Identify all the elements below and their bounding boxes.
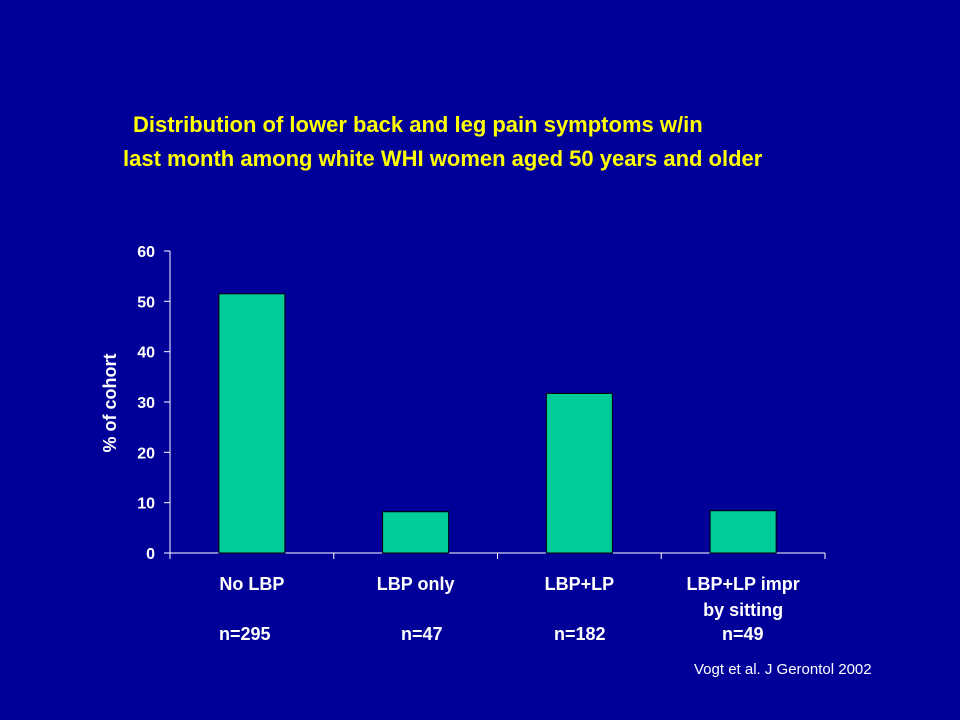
y-tick-label: 50 xyxy=(137,294,155,311)
x-category-label: LBP only xyxy=(377,574,455,594)
x-category-label: LBP+LP xyxy=(545,574,615,594)
chart-axes: 0 10 20 30 40 50 60 xyxy=(137,244,826,563)
bar-lbp-lp-impr-by-sitting xyxy=(709,510,777,554)
y-tick-label: 30 xyxy=(137,395,155,412)
sample-size-lbp-lp: n=182 xyxy=(554,624,606,644)
y-axis-title: % of cohort xyxy=(100,354,120,453)
chart-title-line-2: last month among white WHI women aged 50… xyxy=(123,146,763,171)
sample-size-no-lbp: n=295 xyxy=(219,624,271,644)
y-tick-label: 0 xyxy=(146,546,155,563)
chart-title-line-1: Distribution of lower back and leg pain … xyxy=(133,112,703,137)
chart-labels: No LBP LBP only LBP+LP LBP+LP impr by sittin… xyxy=(100,354,800,621)
x-category-label: No LBP xyxy=(219,574,284,594)
chart-bars xyxy=(218,293,777,554)
y-tick-label: 20 xyxy=(137,445,155,462)
sample-size-lbp-lp-impr: n=49 xyxy=(722,624,764,644)
bar-no-lbp xyxy=(218,293,286,554)
x-category-label: LBP+LP impr xyxy=(687,574,800,594)
y-tick-label: 40 xyxy=(137,345,155,362)
y-tick-label: 60 xyxy=(137,244,155,261)
bar-lbp-only xyxy=(382,511,450,554)
y-tick-label: 10 xyxy=(137,496,155,513)
sample-size-lbp-only: n=47 xyxy=(401,624,443,644)
x-category-label: by sitting xyxy=(703,600,783,620)
source-citation: Vogt et al. J Gerontol 2002 xyxy=(694,661,872,678)
bar-lbp-lp xyxy=(545,392,613,554)
